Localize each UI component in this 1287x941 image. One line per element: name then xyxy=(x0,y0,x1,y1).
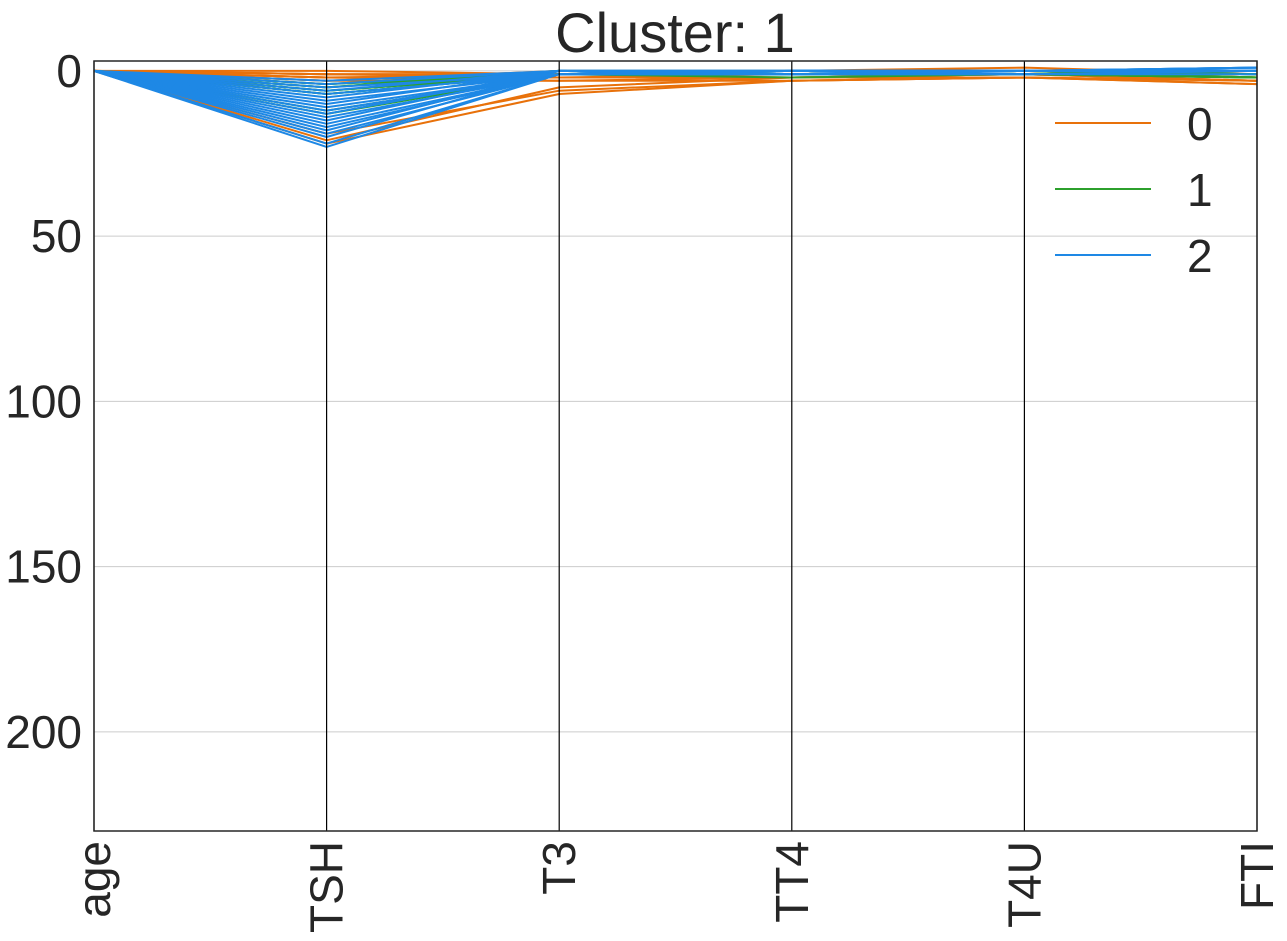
y-tick-label-50: 50 xyxy=(31,210,82,262)
y-tick-label-150: 150 xyxy=(5,541,82,593)
y-tick-label-200: 200 xyxy=(5,706,82,758)
y-tick-label-0: 0 xyxy=(56,45,82,97)
legend-label-2: 2 xyxy=(1187,230,1213,282)
y-tick-labels: 0 50 100 150 200 xyxy=(5,45,82,758)
x-label-tsh: TSH xyxy=(301,841,353,933)
y-tick-label-100: 100 xyxy=(5,375,82,427)
plot-frame xyxy=(93,60,1258,832)
x-label-tt4: TT4 xyxy=(766,841,818,923)
chart-title: Cluster: 1 xyxy=(555,1,795,64)
vertical-axes-layer xyxy=(93,61,1258,831)
x-label-t4u: T4U xyxy=(998,841,1050,928)
x-label-age: age xyxy=(68,841,120,918)
x-label-t3: T3 xyxy=(533,841,585,895)
legend: 0 1 2 xyxy=(1055,98,1213,282)
legend-label-0: 0 xyxy=(1187,98,1213,150)
series-0-line-10 xyxy=(93,69,1258,86)
legend-label-1: 1 xyxy=(1187,164,1213,216)
grid-layer xyxy=(94,70,1257,733)
series-2 xyxy=(93,66,1258,148)
x-axis-labels: age TSH T3 TT4 T4U FTI xyxy=(68,841,1283,933)
x-label-fti: FTI xyxy=(1231,841,1283,910)
data-lines-layer xyxy=(93,66,1258,148)
series-2-line-19 xyxy=(93,69,1257,82)
